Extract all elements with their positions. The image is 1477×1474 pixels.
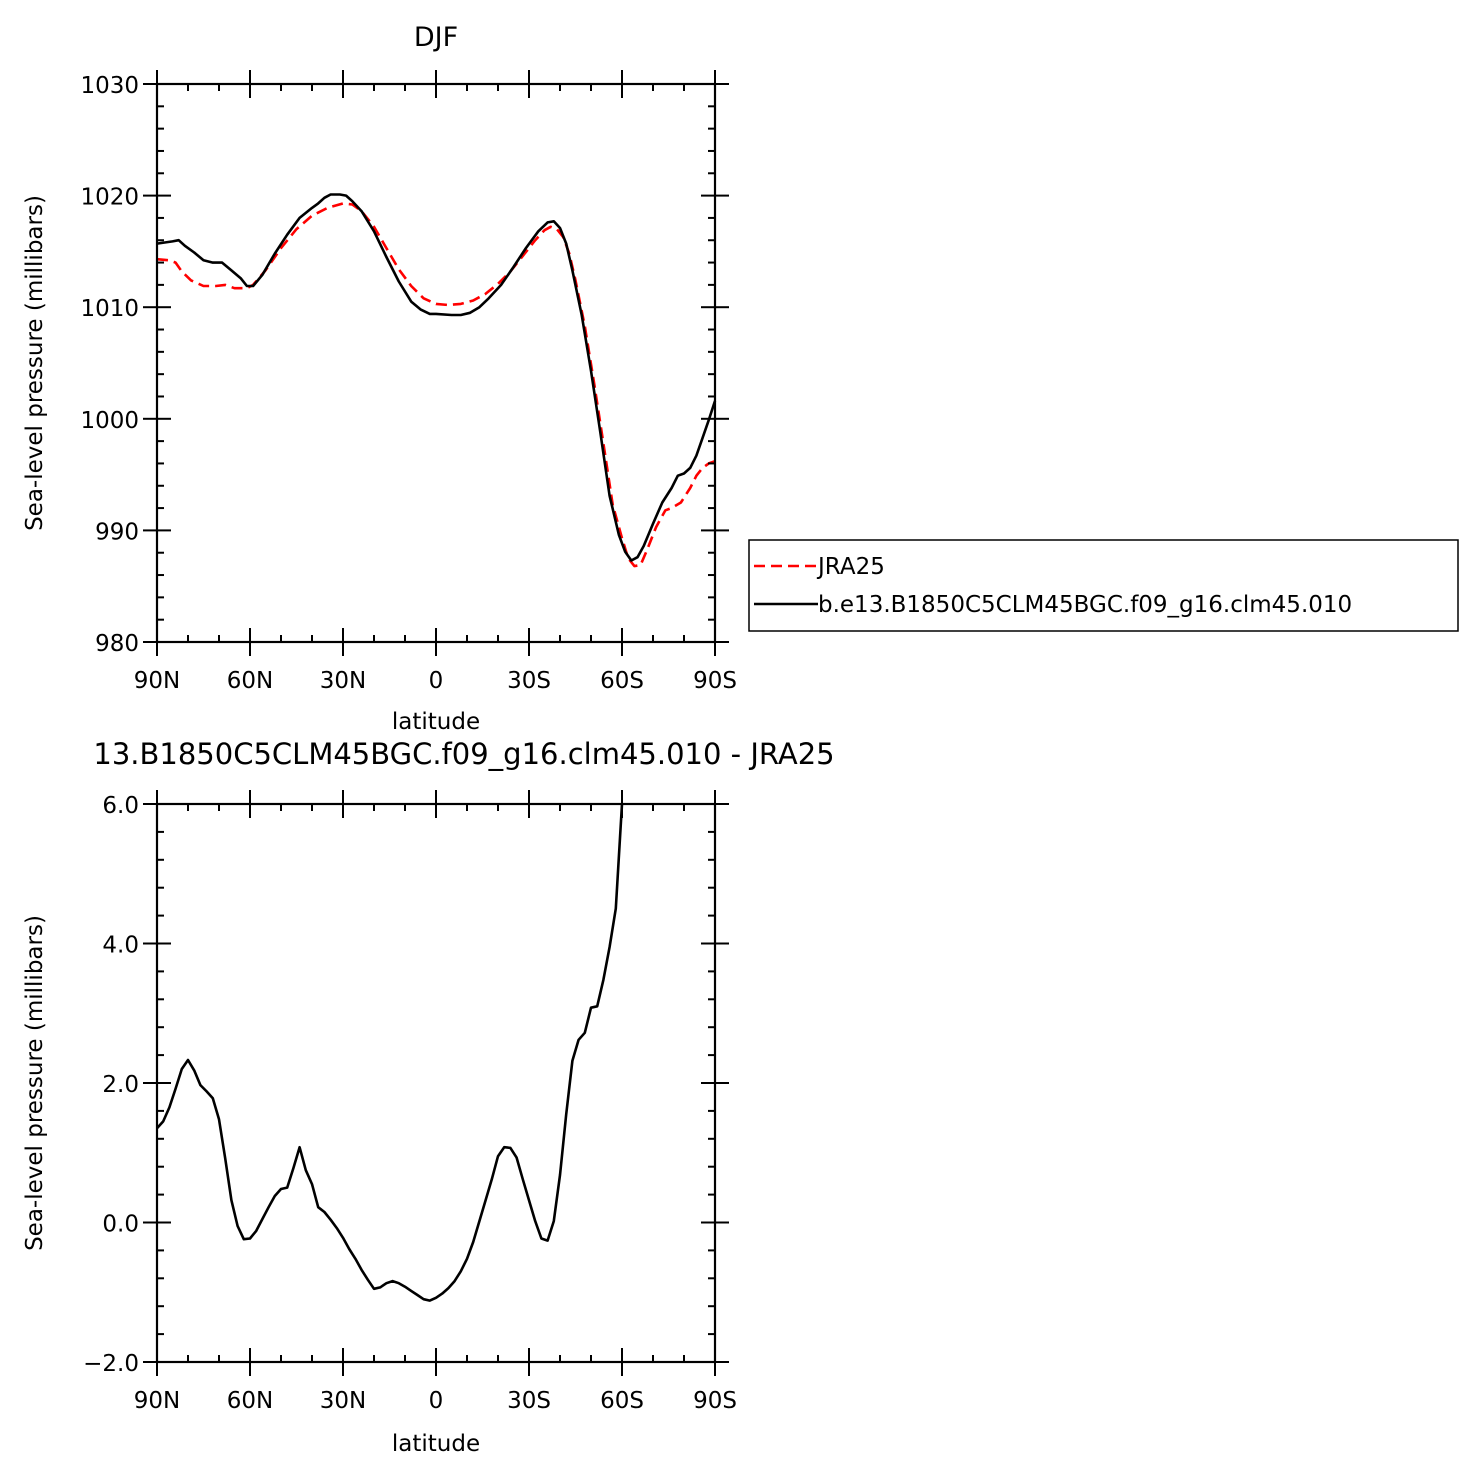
x-tick-label: 30S <box>507 1388 551 1414</box>
y-tick-label: 4.0 <box>102 933 139 959</box>
y-tick-label: 1030 <box>80 73 139 99</box>
x-tick-label: 90N <box>134 668 180 694</box>
x-tick-label: 60N <box>227 668 273 694</box>
y-tick-label: 1010 <box>80 296 139 322</box>
x-tick-label: 90S <box>693 1388 737 1414</box>
x-tick-label: 90S <box>693 668 737 694</box>
x-axis-label-top: latitude <box>392 709 480 735</box>
y-tick-label: 1020 <box>80 185 139 211</box>
legend-label-model: b.e13.B1850C5CLM45BGC.f09_g16.clm45.010 <box>818 592 1352 618</box>
y-axis-label-top: Sea-level pressure (millibars) <box>22 195 48 531</box>
y-tick-label: 0.0 <box>102 1212 139 1238</box>
panel-bottom: 13.B1850C5CLM45BGC.f09_g16.clm45.010 - J… <box>22 737 835 1457</box>
y-axis-label-bottom: Sea-level pressure (millibars) <box>22 915 48 1251</box>
series-line-jra25 <box>156 202 716 568</box>
x-axis-label-bottom: latitude <box>392 1431 480 1457</box>
y-tick-label: 2.0 <box>102 1072 139 1098</box>
x-tick-label: 60S <box>600 668 644 694</box>
y-tick-label: 980 <box>95 631 139 657</box>
x-tick-label: 0 <box>429 668 444 694</box>
x-tick-label: 60S <box>600 1388 644 1414</box>
y-tick-label: 990 <box>95 519 139 545</box>
y-tick-label: 6.0 <box>102 793 139 819</box>
y-tick-label: −2.0 <box>83 1351 139 1377</box>
chart-title-top: DJF <box>414 22 458 53</box>
chart-title-bottom: 13.B1850C5CLM45BGC.f09_g16.clm45.010 - J… <box>93 737 834 771</box>
x-tick-label: 60N <box>227 1388 273 1414</box>
series-line-b-e13-b1850c5clm45bgc-f09-g16-clm45-010 <box>156 193 717 562</box>
x-tick-label: 30N <box>320 668 366 694</box>
legend-label-jra25: JRA25 <box>816 554 885 580</box>
series-line-difference <box>156 803 624 1302</box>
x-tick-label: 30N <box>320 1388 366 1414</box>
x-tick-label: 30S <box>507 668 551 694</box>
legend-box <box>748 539 1459 632</box>
y-tick-label: 1000 <box>80 408 139 434</box>
panel-top: DJF Sea-level pressure (millibars) latit… <box>22 22 737 735</box>
plot-frame-bottom <box>155 802 717 1364</box>
x-tick-label: 0 <box>429 1388 444 1414</box>
x-tick-label: 90N <box>134 1388 180 1414</box>
legend: JRA25 b.e13.B1850C5CLM45BGC.f09_g16.clm4… <box>748 539 1459 632</box>
